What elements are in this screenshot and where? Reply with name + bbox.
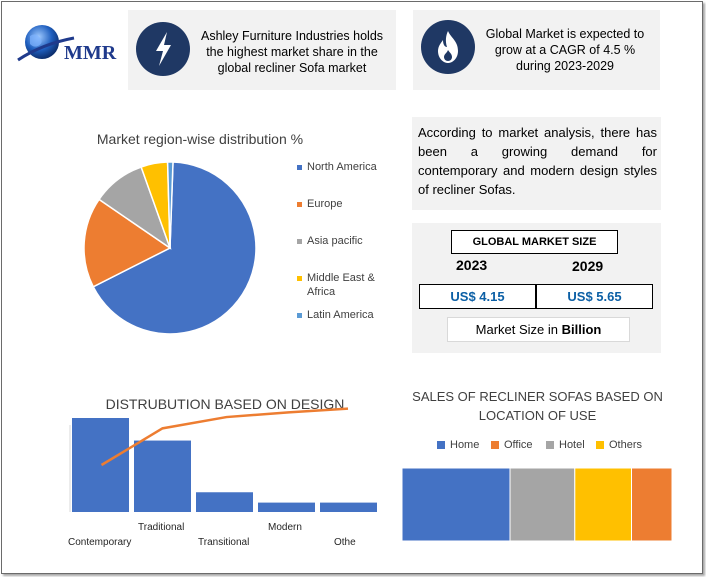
unit-prefix: Market Size in: [475, 322, 562, 337]
value-2023: US$ 4.15: [450, 289, 505, 304]
mmr-logo: MMR: [12, 20, 122, 70]
legend-item-office: Office: [491, 439, 533, 451]
pie-chart-title: Market region-wise distribution %: [96, 131, 304, 147]
flame-icon-badge: [421, 20, 475, 74]
logo-text: MMR: [64, 42, 117, 64]
legend-label-asia-pacific: Asia pacific: [307, 235, 363, 247]
year-2029: 2029: [572, 258, 604, 274]
lightning-icon: [156, 32, 171, 66]
market-size-header: GLOBAL MARKET SIZE: [451, 230, 618, 254]
legend-swatch-north-america: [297, 165, 302, 170]
market-share-card: Ashley Furniture Industries holds the hi…: [128, 10, 396, 90]
unit-bold: Billion: [561, 322, 602, 337]
legend-label-home: Home: [450, 439, 480, 451]
legend-swatch-middle-east-africa: [297, 276, 302, 281]
x-label-othe: Othe: [334, 537, 356, 548]
x-label-contemporary: Contemporary: [68, 537, 132, 548]
analysis-card: According to market analysis, there has …: [412, 117, 661, 210]
legend-item-hotel: Hotel: [546, 439, 585, 451]
legend-swatch-office: [491, 441, 499, 449]
market-size-unit-box: Market Size in Billion: [447, 317, 630, 342]
cagr-text: Global Market is expected to grow at a C…: [485, 27, 645, 73]
legend-label-north-america: North America: [307, 161, 377, 173]
value-2023-box: US$ 4.15: [419, 284, 536, 309]
x-label-traditional: Traditional: [138, 522, 185, 533]
value-2029: US$ 5.65: [567, 289, 622, 304]
legend-item-others: Others: [596, 439, 642, 451]
legend-label-office: Office: [504, 439, 533, 451]
lightning-icon-badge: [136, 22, 190, 76]
legend-swatch-home: [437, 441, 445, 449]
design-chart-title: DISTRUBUTION BASED ON DESIGN: [105, 396, 345, 412]
flame-icon: [438, 31, 458, 63]
legend-swatch-asia-pacific: [297, 239, 302, 244]
legend-item-home: Home: [437, 439, 479, 451]
x-label-transitional: Transitional: [198, 537, 250, 548]
legend-swatch-hotel: [546, 441, 554, 449]
legend-swatch-latin-america: [297, 313, 302, 318]
value-2029-box: US$ 5.65: [536, 284, 653, 309]
analysis-text: According to market analysis, there has …: [418, 125, 657, 197]
legend-label-hotel: Hotel: [559, 439, 585, 451]
x-label-modern: Modern: [268, 522, 302, 533]
legend-swatch-others: [596, 441, 604, 449]
location-chart-title: SALES OF RECLINER SOFAS BASED ON LOCATIO…: [412, 389, 663, 423]
market-share-text: Ashley Furniture Industries holds the hi…: [200, 29, 384, 75]
year-2023: 2023: [456, 257, 488, 273]
market-size-header-text: GLOBAL MARKET SIZE: [472, 236, 597, 248]
legend-swatch-europe: [297, 202, 302, 207]
legend-label-middle-east-africa: Middle East & Africa: [307, 272, 375, 298]
legend-label-latin-america: Latin America: [307, 309, 374, 321]
legend-label-others: Others: [609, 439, 643, 451]
legend-label-europe: Europe: [307, 198, 343, 210]
cagr-card: Global Market is expected to grow at a C…: [413, 10, 660, 90]
market-size-card: GLOBAL MARKET SIZE 2023 2029 US$ 4.15 US…: [412, 223, 661, 353]
globe-icon: [17, 25, 75, 62]
